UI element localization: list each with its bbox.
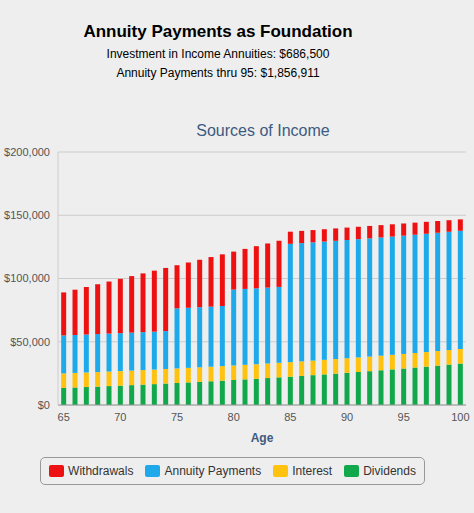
- svg-text:$50,000: $50,000: [10, 336, 50, 348]
- html-text:Dividends: Dividends: [363, 464, 416, 478]
- svg-text:95: 95: [398, 411, 410, 423]
- html-text:Interest: Interest: [292, 464, 333, 478]
- svg-text:75: 75: [171, 411, 183, 423]
- svg-text:$200,000: $200,000: [8, 146, 50, 158]
- svg-text:$0: $0: [38, 399, 50, 411]
- svg-text:Age: Age: [251, 431, 274, 445]
- svg-text:100: 100: [451, 411, 466, 423]
- html-text:Withdrawals: Withdrawals: [68, 464, 134, 478]
- html-text:Annuity Payments thru 95: $1,8: Annuity Payments thru 95: $1,856,911: [116, 66, 320, 80]
- html-text:Investment in Income Annuities: Investment in Income Annuities: $686,500: [106, 47, 330, 61]
- svg-text:90: 90: [341, 411, 353, 423]
- svg-text:70: 70: [114, 411, 126, 423]
- svg-text:85: 85: [284, 411, 296, 423]
- html-text:Annuity Payments as Foundation: Annuity Payments as Foundation: [83, 22, 353, 41]
- svg-text:65: 65: [58, 411, 70, 423]
- html-text:Annuity Payments: Annuity Payments: [164, 464, 262, 478]
- svg-text:$150,000: $150,000: [8, 209, 50, 221]
- svg-text:$100,000: $100,000: [8, 272, 50, 284]
- svg-text:80: 80: [228, 411, 240, 423]
- html-text:Sources of Income: Sources of Income: [196, 122, 330, 139]
